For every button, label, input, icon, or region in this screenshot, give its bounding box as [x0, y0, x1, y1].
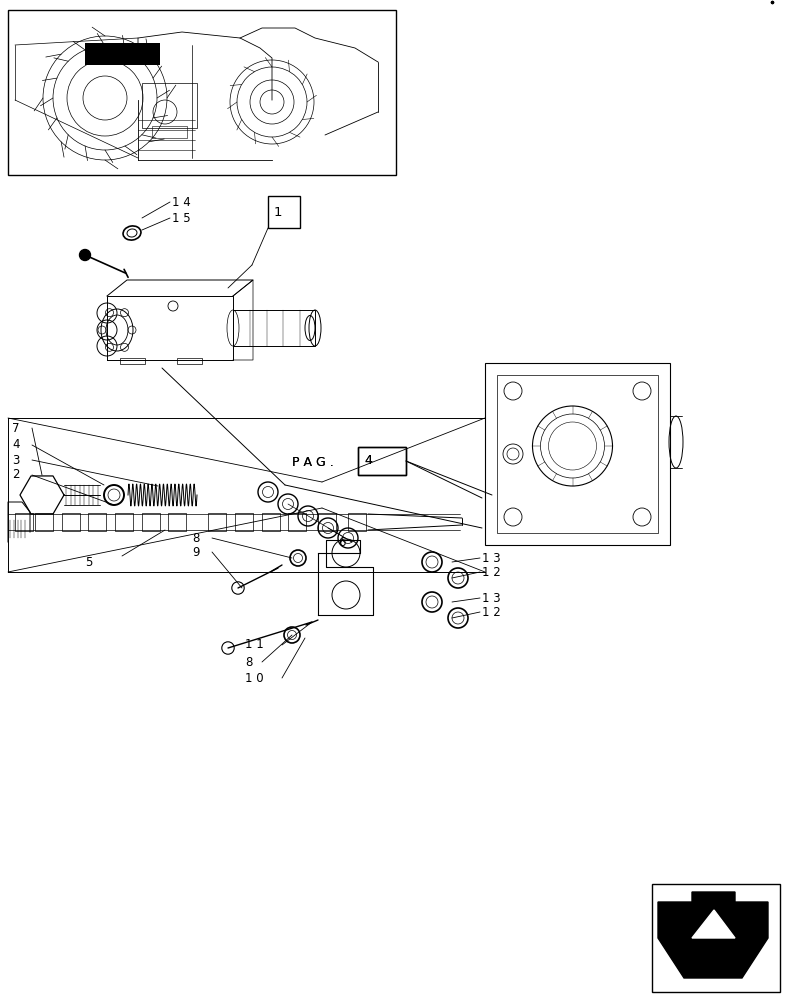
- Text: 1 3: 1 3: [482, 592, 500, 604]
- Text: 8: 8: [245, 656, 252, 668]
- Bar: [85, 43, 160, 65]
- Bar: [115, 513, 133, 531]
- Bar: [233, 310, 315, 346]
- Text: 5: 5: [85, 556, 92, 568]
- Text: 1 5: 1 5: [172, 212, 191, 225]
- Text: 4: 4: [12, 438, 20, 452]
- Text: 1 3: 1 3: [482, 552, 500, 564]
- Circle shape: [80, 249, 91, 260]
- Text: 7: 7: [12, 422, 20, 434]
- Text: 1 1: 1 1: [245, 639, 264, 652]
- Bar: [168, 513, 186, 531]
- Bar: [348, 513, 366, 531]
- Text: 2: 2: [12, 468, 20, 482]
- Text: 4: 4: [364, 454, 372, 468]
- Bar: [120, 358, 145, 364]
- Bar: [497, 375, 658, 533]
- Text: 4: 4: [364, 454, 372, 468]
- Text: 8: 8: [192, 532, 199, 544]
- Bar: [318, 513, 336, 531]
- Bar: [35, 513, 53, 531]
- Bar: [8, 10, 396, 175]
- Bar: [358, 447, 406, 475]
- Bar: [15, 513, 33, 531]
- Bar: [288, 513, 306, 531]
- Bar: [152, 126, 187, 138]
- Bar: [177, 358, 202, 364]
- Bar: [62, 513, 80, 531]
- Text: P A G .: P A G .: [292, 456, 334, 468]
- Text: 1 0: 1 0: [245, 672, 264, 684]
- Bar: [88, 513, 106, 531]
- Bar: [268, 196, 300, 228]
- Bar: [358, 447, 406, 475]
- Text: 1 2: 1 2: [482, 605, 500, 618]
- Polygon shape: [658, 892, 768, 978]
- Bar: [208, 513, 226, 531]
- Text: 9: 9: [192, 545, 199, 558]
- Polygon shape: [692, 910, 735, 938]
- Text: 1 2: 1 2: [482, 566, 500, 578]
- Bar: [142, 513, 160, 531]
- Text: 1: 1: [274, 206, 283, 219]
- Text: 6: 6: [338, 536, 345, 548]
- Text: P A G .: P A G .: [292, 456, 334, 468]
- Bar: [142, 83, 197, 128]
- Bar: [262, 513, 280, 531]
- Bar: [235, 513, 253, 531]
- Text: 3: 3: [12, 454, 20, 466]
- Bar: [652, 884, 780, 992]
- Text: 1 4: 1 4: [172, 196, 191, 209]
- Bar: [485, 363, 670, 545]
